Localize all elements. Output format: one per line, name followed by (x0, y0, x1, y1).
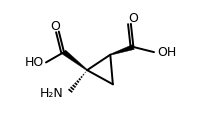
Text: O: O (128, 12, 138, 25)
Text: H₂N: H₂N (40, 87, 63, 100)
Polygon shape (110, 45, 134, 55)
Text: O: O (51, 20, 61, 33)
Polygon shape (62, 50, 87, 71)
Text: HO: HO (25, 56, 44, 69)
Text: OH: OH (157, 46, 176, 59)
